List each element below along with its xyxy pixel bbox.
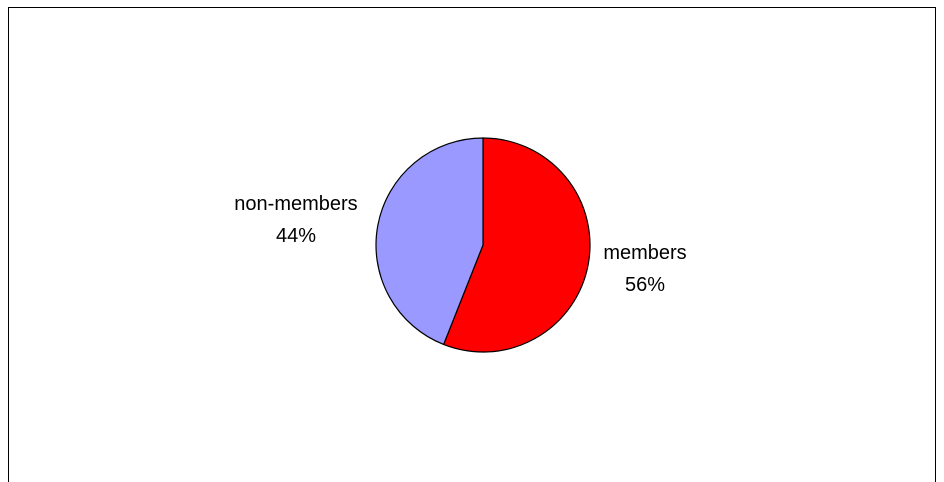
slice-percent-non-members: 44%	[276, 225, 316, 247]
pie-slice-non-members	[375, 137, 484, 346]
chart-area	[8, 7, 936, 482]
slice-category-members: members	[603, 242, 686, 264]
pie-slice-members	[442, 137, 591, 353]
pie-slices	[375, 137, 591, 353]
slice-percent-members: 56%	[625, 274, 665, 296]
slice-label-non-members: non-members 44%	[234, 193, 357, 247]
slice-category-non-members: non-members	[234, 193, 357, 215]
slice-label-members: members 56%	[603, 242, 686, 296]
